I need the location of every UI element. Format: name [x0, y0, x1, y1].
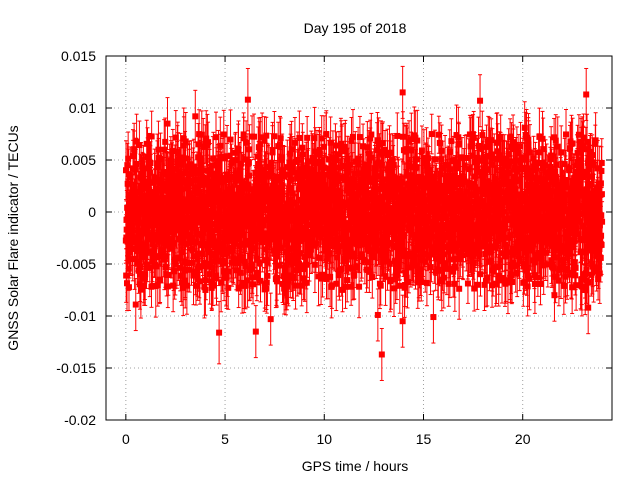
data-series: [123, 66, 605, 380]
point-marker: [250, 281, 256, 287]
point-marker: [149, 133, 155, 139]
point-marker: [189, 247, 195, 253]
point-marker: [197, 278, 203, 284]
point-marker: [246, 146, 252, 152]
point-marker: [157, 277, 163, 283]
point-marker: [224, 275, 230, 281]
point-marker: [165, 272, 171, 278]
point-marker: [228, 137, 234, 143]
point-marker: [274, 278, 280, 284]
point-marker: [263, 133, 269, 139]
point-marker: [126, 284, 132, 290]
point-marker: [251, 134, 257, 140]
point-marker: [224, 153, 230, 159]
point-marker: [184, 283, 190, 289]
point-marker: [210, 283, 216, 289]
point-marker: [271, 133, 277, 139]
point-marker: [278, 135, 284, 141]
